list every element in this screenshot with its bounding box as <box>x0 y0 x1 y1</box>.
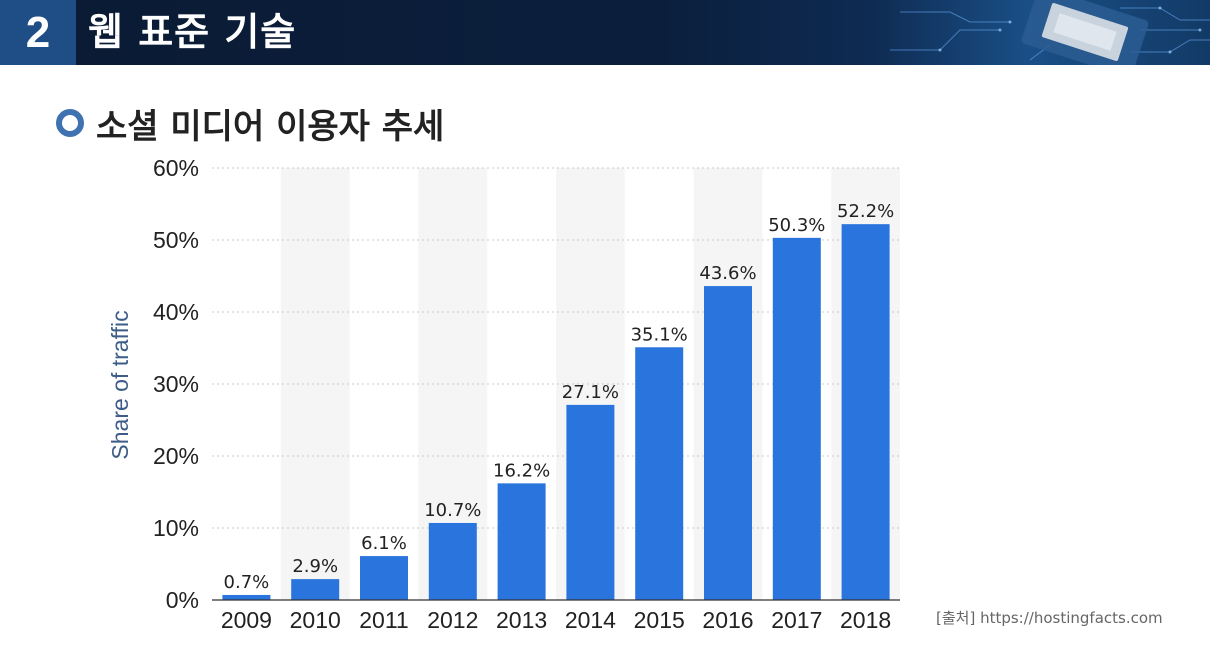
data-label-2010: 2.9% <box>292 556 338 577</box>
bullet-icon <box>56 109 84 137</box>
data-label-2013: 16.2% <box>493 460 550 481</box>
y-tick-label: 0% <box>166 587 199 613</box>
y-tick-label: 10% <box>153 515 199 541</box>
x-tick-label-2014: 2014 <box>565 607 616 633</box>
circuit-chip-image <box>890 0 1210 65</box>
x-tick-label-2011: 2011 <box>359 607 408 633</box>
y-tick-label: 60% <box>153 155 199 181</box>
data-label-2015: 35.1% <box>631 324 688 345</box>
subtitle-text: 소셜 미디어 이용자 추세 <box>96 106 445 147</box>
x-tick-label-2017: 2017 <box>771 607 822 633</box>
x-tick-label-2012: 2012 <box>427 607 478 633</box>
slide-header: 2 웹 표준 기술 <box>0 0 1210 65</box>
data-label-2009: 0.7% <box>224 572 270 593</box>
column-band <box>280 168 350 600</box>
x-tick-label-2013: 2013 <box>496 607 547 633</box>
bar-2014 <box>566 404 615 600</box>
bar-2012 <box>428 522 477 600</box>
slide-subtitle: 소셜 미디어 이용자 추세 <box>56 100 445 147</box>
data-label-2017: 50.3% <box>768 215 825 236</box>
section-number: 2 <box>0 0 76 65</box>
bar-2013 <box>497 483 546 600</box>
x-tick-label-2016: 2016 <box>702 607 753 633</box>
source-note: [출처] https://hostingfacts.com <box>936 609 1163 627</box>
y-tick-label: 40% <box>153 299 199 325</box>
data-label-2018: 52.2% <box>837 201 894 222</box>
y-tick-label: 20% <box>153 443 199 469</box>
data-label-2011: 6.1% <box>361 533 407 554</box>
bar-2017 <box>772 237 821 600</box>
x-tick-label-2018: 2018 <box>840 607 891 633</box>
section-title: 웹 표준 기술 <box>88 10 297 54</box>
x-tick-label-2010: 2010 <box>290 607 341 633</box>
y-tick-label: 50% <box>153 227 199 253</box>
y-tick-label: 30% <box>153 371 199 397</box>
x-tick-label-2009: 2009 <box>221 607 272 633</box>
bar-2009 <box>222 594 271 600</box>
data-label-2014: 27.1% <box>562 382 619 403</box>
bar-2018 <box>841 224 890 600</box>
bar-2010 <box>291 579 340 600</box>
bar-2016 <box>704 286 752 600</box>
x-tick-label-2015: 2015 <box>634 607 685 633</box>
data-label-2012: 10.7% <box>424 500 481 521</box>
bar-2015 <box>635 347 684 600</box>
y-axis-label: Share of traffic <box>107 310 133 459</box>
data-label-2016: 43.6% <box>699 263 756 284</box>
bar-2011 <box>360 556 408 600</box>
